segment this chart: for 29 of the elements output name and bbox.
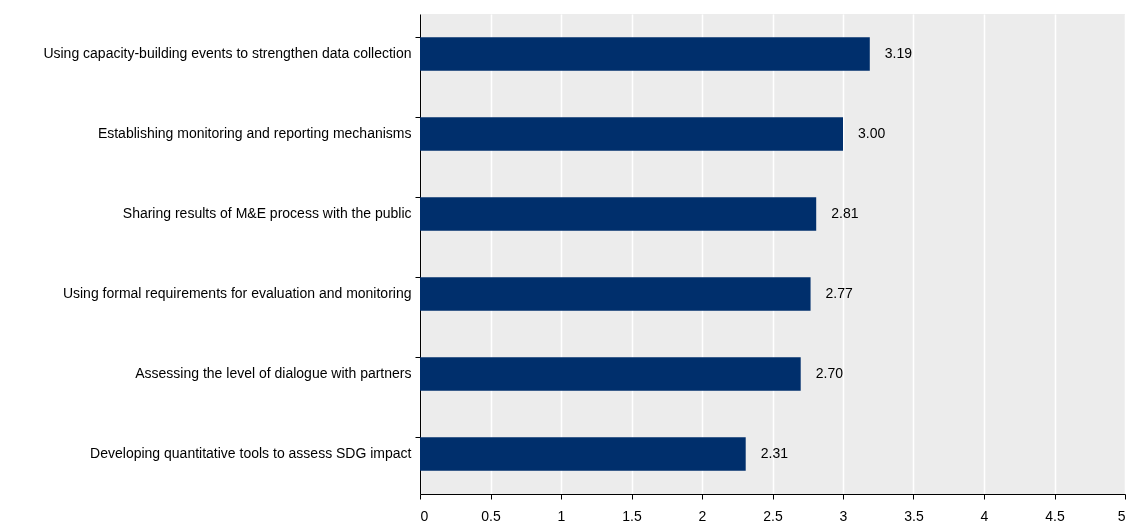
x-tick-label: 3.5 xyxy=(904,507,924,524)
data-label: 2.31 xyxy=(760,445,789,461)
bar xyxy=(420,357,801,391)
data-label: 2.77 xyxy=(825,285,854,301)
x-tick-label: 1 xyxy=(557,507,566,524)
bar xyxy=(420,437,746,471)
y-tick-label: Sharing results of M&E process with the public xyxy=(122,205,412,221)
y-tick-label: Using capacity-building events to strengthen data collection xyxy=(43,45,412,61)
y-tick-label: Using formal requirements for evaluation and monitoring xyxy=(62,285,412,301)
bar xyxy=(420,277,811,311)
x-tick-label: 4 xyxy=(980,507,989,524)
x-tick-label: 3 xyxy=(839,507,848,524)
bar xyxy=(420,37,870,71)
x-tick-label: 2 xyxy=(698,507,707,524)
x-tick-label: 0.5 xyxy=(481,507,501,524)
bar xyxy=(420,197,817,231)
data-label: 2.70 xyxy=(815,365,844,381)
x-tick-label: 2.5 xyxy=(763,507,783,524)
data-label: 3.19 xyxy=(884,45,913,61)
x-tick-label: 0 xyxy=(420,507,429,524)
x-tick-label: 1.5 xyxy=(622,507,642,524)
y-tick-label: Developing quantitative tools to assess SDG impact xyxy=(90,445,412,461)
data-label: 3.00 xyxy=(858,125,886,141)
x-tick-label: 5 xyxy=(1117,507,1126,524)
data-label: 2.81 xyxy=(831,205,859,221)
y-tick-label: Assessing the level of dialogue with partners xyxy=(135,365,412,381)
bar xyxy=(420,117,843,151)
x-tick-label: 4.5 xyxy=(1045,507,1065,524)
y-tick-label: Establishing monitoring and reporting mechanisms xyxy=(97,125,412,141)
